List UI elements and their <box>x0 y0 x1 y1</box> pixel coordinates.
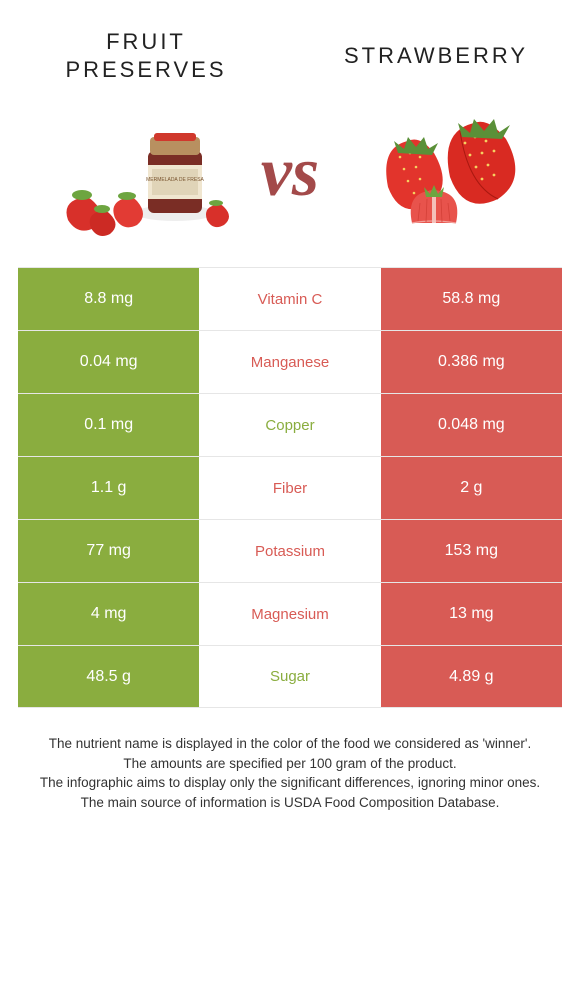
left-value: 0.1 mg <box>18 394 199 456</box>
right-value: 0.386 mg <box>381 331 562 393</box>
right-value: 0.048 mg <box>381 394 562 456</box>
left-value: 8.8 mg <box>18 268 199 330</box>
strawberry-image <box>350 103 540 243</box>
title-right: Strawberry <box>344 42 524 83</box>
images-row: MERMELADA DE FRESA vs <box>0 95 580 267</box>
nutrient-name: Fiber <box>199 457 380 519</box>
left-value: 0.04 mg <box>18 331 199 393</box>
table-row: 1.1 gFiber2 g <box>18 456 562 519</box>
nutrient-name: Sugar <box>199 646 380 707</box>
vs-label: vs <box>261 133 319 213</box>
left-value: 77 mg <box>18 520 199 582</box>
table-row: 0.04 mgManganese0.386 mg <box>18 330 562 393</box>
right-value: 13 mg <box>381 583 562 645</box>
nutrient-name: Magnesium <box>199 583 380 645</box>
footer: The nutrient name is displayed in the co… <box>0 708 580 812</box>
table-row: 77 mgPotassium153 mg <box>18 519 562 582</box>
preserves-image: MERMELADA DE FRESA <box>40 103 230 243</box>
comparison-table: 8.8 mgVitamin C58.8 mg0.04 mgManganese0.… <box>0 267 580 708</box>
nutrient-name: Potassium <box>199 520 380 582</box>
left-value: 48.5 g <box>18 646 199 707</box>
table-row: 4 mgMagnesium13 mg <box>18 582 562 645</box>
table-row: 0.1 mgCopper0.048 mg <box>18 393 562 456</box>
svg-text:MERMELADA DE FRESA: MERMELADA DE FRESA <box>146 177 204 183</box>
nutrient-name: Copper <box>199 394 380 456</box>
right-value: 58.8 mg <box>381 268 562 330</box>
footer-line: The infographic aims to display only the… <box>20 773 560 793</box>
table-row: 48.5 gSugar4.89 g <box>18 645 562 708</box>
nutrient-name: Manganese <box>199 331 380 393</box>
footer-line: The amounts are specified per 100 gram o… <box>20 754 560 774</box>
left-value: 4 mg <box>18 583 199 645</box>
right-value: 2 g <box>381 457 562 519</box>
table-row: 8.8 mgVitamin C58.8 mg <box>18 267 562 330</box>
right-value: 153 mg <box>381 520 562 582</box>
nutrient-name: Vitamin C <box>199 268 380 330</box>
footer-line: The main source of information is USDA F… <box>20 793 560 813</box>
footer-line: The nutrient name is displayed in the co… <box>20 734 560 754</box>
header: Fruit Preserves Strawberry <box>0 0 580 95</box>
left-value: 1.1 g <box>18 457 199 519</box>
right-value: 4.89 g <box>381 646 562 707</box>
title-left: Fruit Preserves <box>56 28 236 83</box>
